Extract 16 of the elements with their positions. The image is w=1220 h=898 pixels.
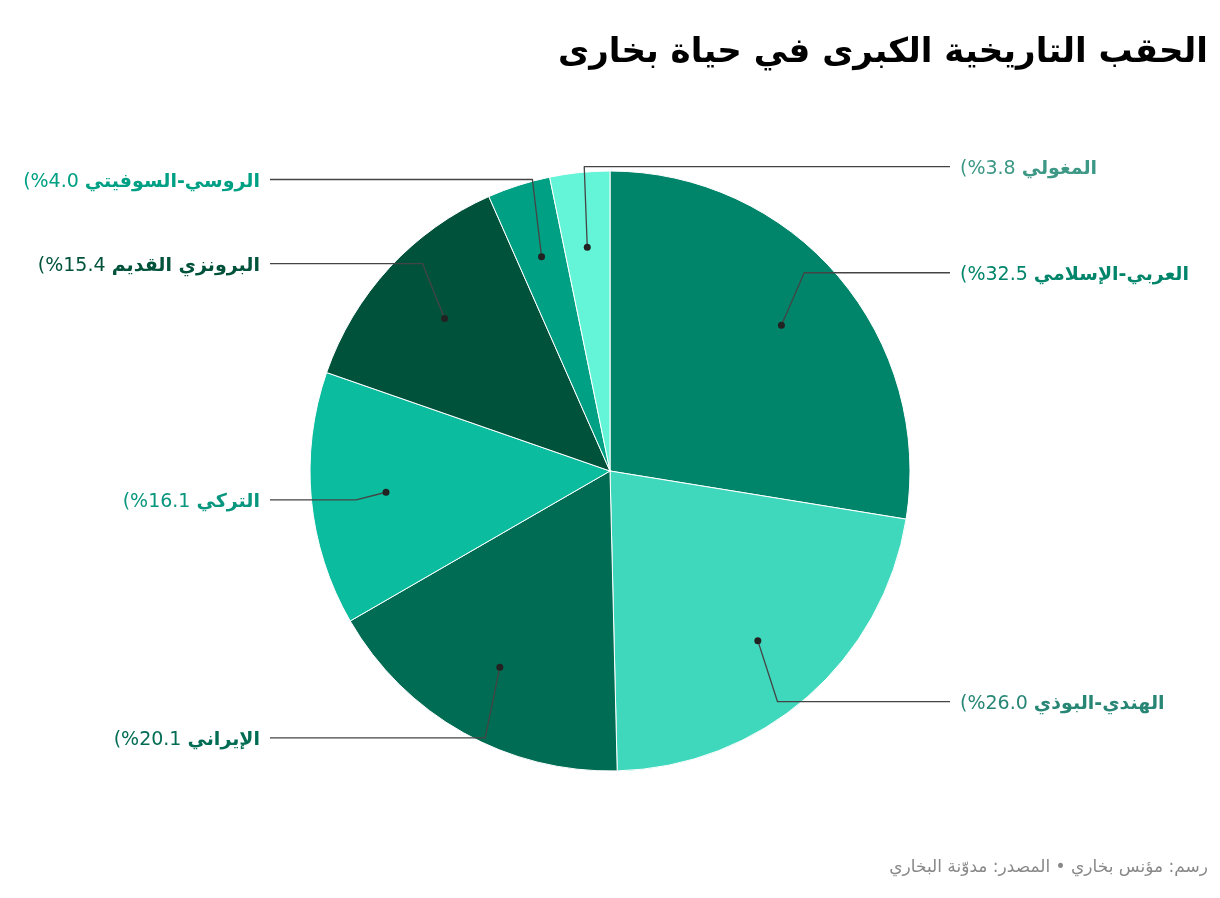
data-label: (%4.0 <box>23 168 79 191</box>
data-label: (%26.0 <box>960 690 1028 713</box>
data-label: (%20.1 <box>113 726 182 749</box>
data-label: (%3.8 <box>960 155 1016 178</box>
slice-label: العربي-الإسلامي <box>1033 261 1190 284</box>
data-label: (%15.4 <box>37 252 106 275</box>
slice-label: المغولي <box>1021 155 1098 178</box>
chart-title: الحقب التاريخية الكبرى في حياة بخارى <box>557 30 1208 70</box>
text: رسم: مؤنس بخاري • المصدر: مدوّنة البخاري <box>889 856 1208 876</box>
data-label: (%32.5 <box>960 261 1028 284</box>
slice-label: الهندي-البوذي <box>1033 690 1165 713</box>
slice-label: التركي <box>196 488 260 511</box>
data-label: (%16.1 <box>122 488 191 511</box>
slice-label: البرونزي القديم <box>111 252 260 275</box>
slice-label: الروسي-السوفيتي <box>84 168 260 191</box>
slice-label: الإيراني <box>187 726 260 749</box>
